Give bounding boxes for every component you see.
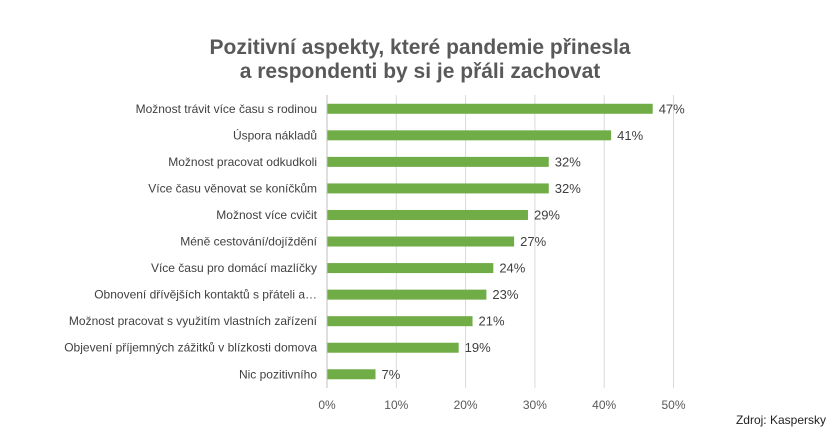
bar <box>327 183 549 194</box>
data-label: 27% <box>520 234 546 249</box>
chart-title-line-2: a respondenti by si je přáli zachovat <box>239 60 601 83</box>
data-label: 32% <box>555 154 581 169</box>
category-label: Obnovení dřívějších kontaktů s přáteli a… <box>94 288 317 302</box>
data-label: 47% <box>659 101 685 116</box>
data-label: 19% <box>465 340 491 355</box>
data-label: 41% <box>617 128 643 143</box>
category-label: Možnost trávit více času s rodinou <box>136 102 317 116</box>
x-tick-label: 30% <box>523 398 547 412</box>
category-label: Více času pro domácí mazlíčky <box>151 261 317 275</box>
bar <box>327 130 612 141</box>
category-label: Více času věnovat se koníčkům <box>148 181 317 195</box>
data-label: 29% <box>534 207 560 222</box>
bar <box>327 289 487 300</box>
x-tick-label: 20% <box>454 398 478 412</box>
x-tick-label: 0% <box>318 398 336 412</box>
category-label: Objevení příjemných zážitků v blízkosti … <box>64 341 317 355</box>
x-tick-label: 50% <box>661 398 685 412</box>
bar <box>327 156 549 167</box>
data-label: 7% <box>382 367 401 382</box>
bar <box>327 103 653 114</box>
bar <box>327 369 376 380</box>
data-label: 32% <box>555 181 581 196</box>
data-label: 23% <box>492 287 518 302</box>
bar <box>327 236 515 247</box>
category-label: Nic pozitivního <box>239 367 317 381</box>
bar <box>327 209 528 220</box>
bar <box>327 263 494 274</box>
bar <box>327 342 459 353</box>
category-label: Možnost pracovat odkudkoli <box>168 155 317 169</box>
x-tick-label: 10% <box>384 398 408 412</box>
data-label: 24% <box>499 261 525 276</box>
x-tick-label: 40% <box>592 398 616 412</box>
category-label: Méně cestování/dojíždění <box>180 235 317 249</box>
category-label: Možnost pracovat s využitím vlastních za… <box>69 314 318 328</box>
source-note: Zdroj: Kaspersky <box>735 413 826 427</box>
bar <box>327 316 473 327</box>
category-label: Úspora nákladů <box>233 127 317 142</box>
category-label: Možnost více cvičit <box>216 208 317 222</box>
data-label: 21% <box>479 314 505 329</box>
chart-title-line-1: Pozitivní aspekty, které pandemie přines… <box>209 36 631 59</box>
